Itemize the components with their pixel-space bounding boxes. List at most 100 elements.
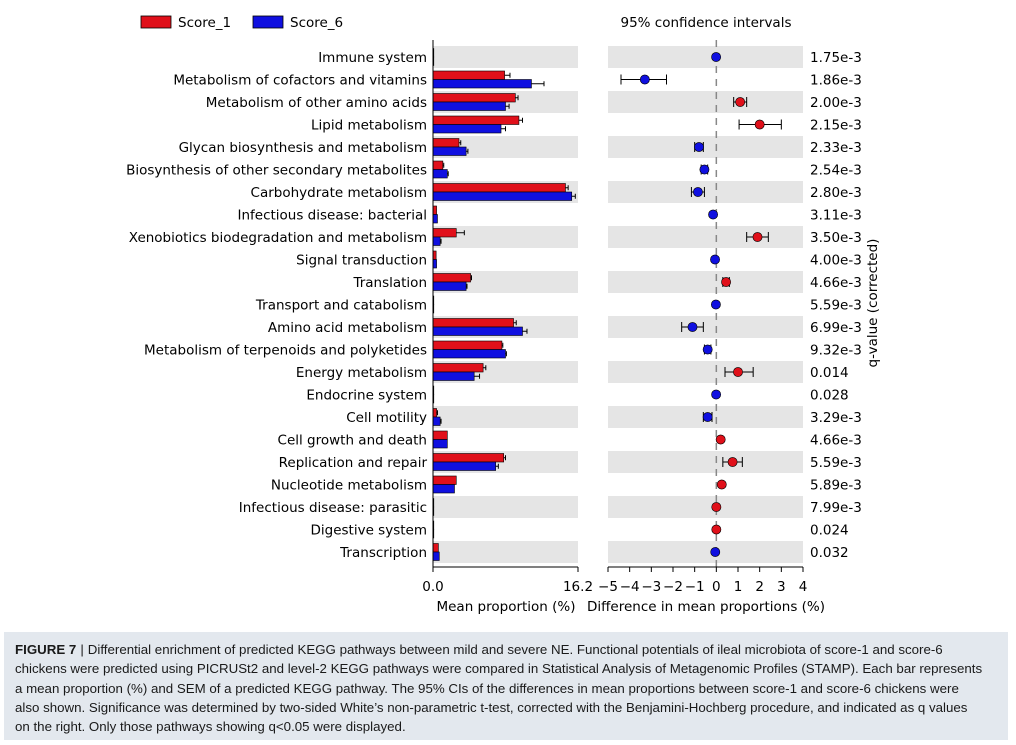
q-value: 2.00e-3 (810, 95, 862, 111)
right-x-tick-label: 2 (755, 579, 764, 595)
caption-separator: | (80, 642, 84, 657)
row-band-left (433, 541, 578, 563)
right-x-tick-label: −1 (685, 579, 705, 595)
q-value: 0.024 (810, 523, 849, 539)
right-x-tick-label: 0 (712, 579, 721, 595)
caption-line-5: on the right. Only those pathways showin… (15, 719, 406, 735)
legend: Score_1 Score_6 (140, 15, 343, 31)
bar-score_6 (432, 326, 523, 336)
bar-score_1 (432, 138, 460, 148)
q-value: 3.50e-3 (810, 230, 862, 246)
category-label: Carbohydrate metabolism (251, 185, 427, 201)
q-value: 2.15e-3 (810, 118, 862, 134)
ci-point (752, 232, 763, 242)
category-label: Lipid metabolism (311, 118, 427, 134)
q-value-labels: 1.75e-3 1.86e-3 2.00e-3 2.15e-3 2.33e-3 2.54e… (810, 50, 862, 561)
category-label: Metabolism of other amino acids (206, 95, 427, 111)
q-value: 2.80e-3 (810, 185, 862, 201)
ci-point (639, 74, 650, 85)
q-value: 3.11e-3 (810, 208, 862, 224)
bar-score_6 (432, 101, 506, 111)
confidence-interval-points (620, 52, 782, 557)
q-value: 4.66e-3 (810, 433, 862, 449)
caption-line-1: Differential enrichment of predicted KEG… (87, 642, 943, 657)
q-value: 7.99e-3 (810, 500, 862, 516)
stamp-figure: Score_1 Score_6 95% confidence intervals … (126, 15, 881, 615)
bar-score_1 (432, 115, 520, 125)
ci-point (727, 457, 738, 467)
q-value: 4.66e-3 (810, 275, 862, 291)
bar-score_1 (432, 205, 437, 215)
ci-point (754, 119, 765, 130)
bar-score_6 (432, 259, 437, 269)
figure-number: FIGURE 7 (15, 642, 77, 657)
left-x-tick-label: 0.0 (422, 579, 443, 595)
bar-score_1 (432, 475, 457, 485)
bar-score_1 (432, 408, 437, 418)
q-value: 4.00e-3 (810, 253, 862, 269)
right-x-tick-label: −5 (598, 579, 618, 595)
bar-score_6 (432, 236, 441, 246)
ci-point (711, 299, 721, 310)
ci-point (693, 187, 703, 197)
bar-score_1 (432, 273, 471, 283)
category-label: Digestive system (311, 523, 428, 539)
row-band-left (433, 46, 578, 68)
bar-score_1 (432, 430, 448, 440)
bar-score_6 (432, 146, 467, 156)
bar-score_6 (432, 461, 496, 471)
legend-label-score_1: Score_1 (178, 15, 231, 31)
category-label: Translation (352, 275, 427, 291)
bar-score_6 (432, 191, 573, 201)
category-label: Endocrine system (306, 388, 427, 404)
category-label: Cell growth and death (278, 433, 427, 449)
category-label: Transcription (339, 545, 427, 561)
bar-score_1 (432, 543, 439, 553)
ci-point (710, 254, 720, 265)
category-label: Transport and catabolism (255, 298, 427, 314)
bar-score_6 (432, 484, 455, 494)
ci-point (716, 479, 727, 490)
mean-proportion-bars (432, 48, 576, 561)
axes: 0.0 16.2 −5 −4 −3 −2 −1 0 1 2 3 4 (422, 40, 807, 595)
category-label: Nucleotide metabolism (271, 478, 427, 494)
category-label: Immune system (318, 50, 427, 66)
ci-point (699, 164, 710, 175)
bar-score_1 (432, 93, 516, 103)
legend-swatch-score_1 (140, 15, 172, 29)
row-band-left (433, 226, 578, 248)
row-band-right (608, 46, 803, 68)
category-label: Glycan biosynthesis and metabolism (179, 140, 427, 156)
ci-point (702, 412, 713, 422)
caption-line-4: also shown. Significance was determined … (15, 699, 968, 715)
bar-score_1 (432, 318, 514, 328)
category-label: Replication and repair (279, 455, 428, 471)
right-axis-label: Difference in mean proportions (%) (587, 599, 825, 615)
category-label: Amino acid metabolism (268, 320, 427, 336)
ci-point (721, 277, 731, 287)
right-x-tick-label: 4 (799, 579, 808, 595)
right-x-tick-label: 3 (777, 579, 786, 595)
category-label: Metabolism of cofactors and vitamins (173, 73, 427, 89)
q-value: 5.59e-3 (810, 455, 862, 471)
q-value: 9.32e-3 (810, 343, 862, 359)
bar-score_6 (432, 551, 440, 561)
right-x-tick-label: 1 (734, 579, 743, 595)
left-x-tick-label: 16.2 (563, 579, 593, 595)
bar-score_1 (432, 453, 505, 463)
row-band-right (608, 271, 803, 293)
ci-point (694, 142, 704, 152)
q-value-axis-label: q-value (corrected) (865, 239, 881, 368)
right-x-tick-label: −3 (641, 579, 661, 595)
q-value: 6.99e-3 (810, 320, 862, 336)
bar-score_6 (432, 371, 475, 381)
ci-point (708, 209, 718, 220)
right-x-tick-label: −2 (663, 579, 683, 595)
pathway-labels: Immune system Metabolism of cofactors and… (126, 50, 427, 561)
q-value: 0.014 (810, 365, 849, 381)
bar-score_1 (432, 340, 503, 350)
q-value: 1.86e-3 (810, 73, 862, 89)
row-band-right (608, 496, 803, 518)
legend-swatch-score_6 (252, 15, 284, 29)
bar-score_6 (432, 281, 467, 291)
